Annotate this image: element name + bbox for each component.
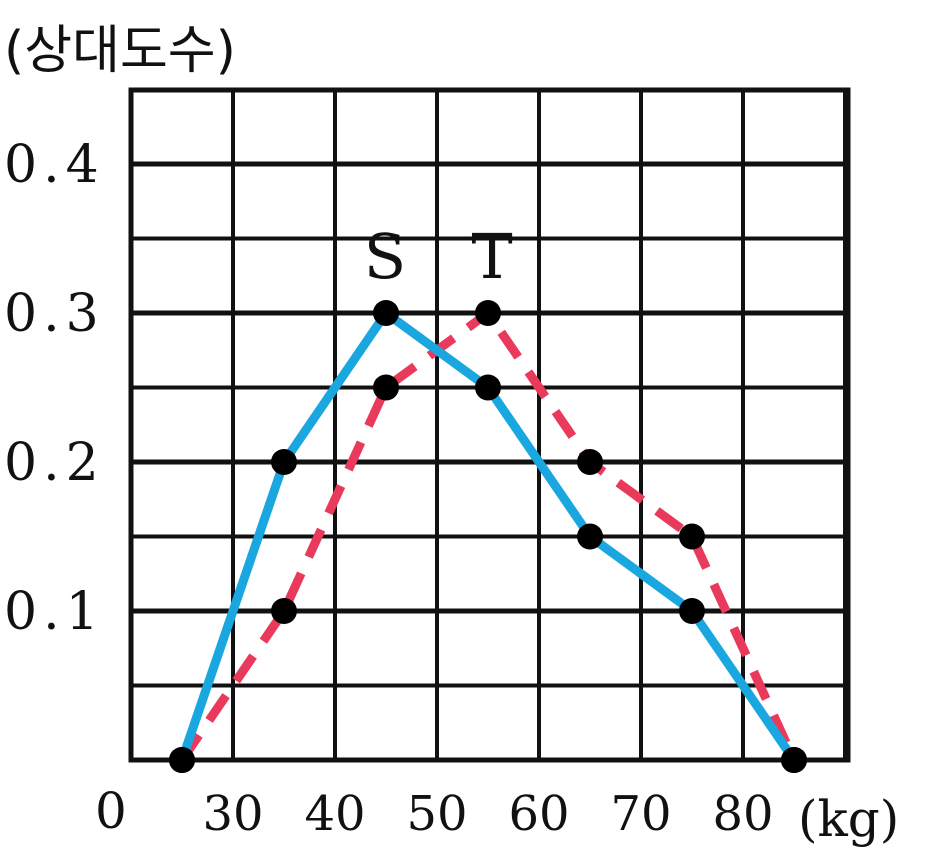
y-tick-label: 0.1: [4, 582, 105, 642]
y-tick-label: 0.3: [4, 284, 105, 344]
origin-label: 0: [95, 782, 127, 840]
y-axis-label: (상대도수): [4, 21, 236, 81]
x-tick-label: 40: [304, 786, 365, 842]
y-tick-label: 0.2: [4, 433, 105, 493]
x-tick-label: 50: [406, 786, 467, 842]
data-point-t: [679, 523, 705, 550]
y-tick-label: 0.4: [4, 135, 105, 195]
data-point-t: [577, 449, 603, 475]
series-layer: [169, 300, 807, 773]
data-point-t: [169, 747, 195, 773]
data-point-t: [781, 747, 807, 773]
data-point-s: [475, 374, 501, 401]
x-tick-label: 80: [712, 786, 773, 842]
series-label-t: T: [471, 220, 512, 293]
data-point-s: [373, 300, 399, 326]
data-point-t: [373, 374, 399, 401]
data-point-t: [475, 300, 501, 326]
data-point-s: [577, 523, 603, 550]
x-tick-label: 60: [508, 786, 569, 842]
labels: (상대도수) (kg) 0 30 40 50 60 70 80 0.1 0.2 0.3 0.4 S T: [4, 21, 899, 848]
x-axis-label: (kg): [798, 790, 899, 848]
data-point-s: [271, 449, 297, 475]
plot-frame: [128, 87, 851, 763]
grid: [128, 87, 851, 763]
data-point-s: [679, 598, 705, 624]
x-tick-label: 70: [610, 786, 671, 842]
data-point-t: [271, 598, 297, 624]
x-tick-label: 30: [202, 786, 263, 842]
series-label-s: S: [364, 220, 406, 293]
